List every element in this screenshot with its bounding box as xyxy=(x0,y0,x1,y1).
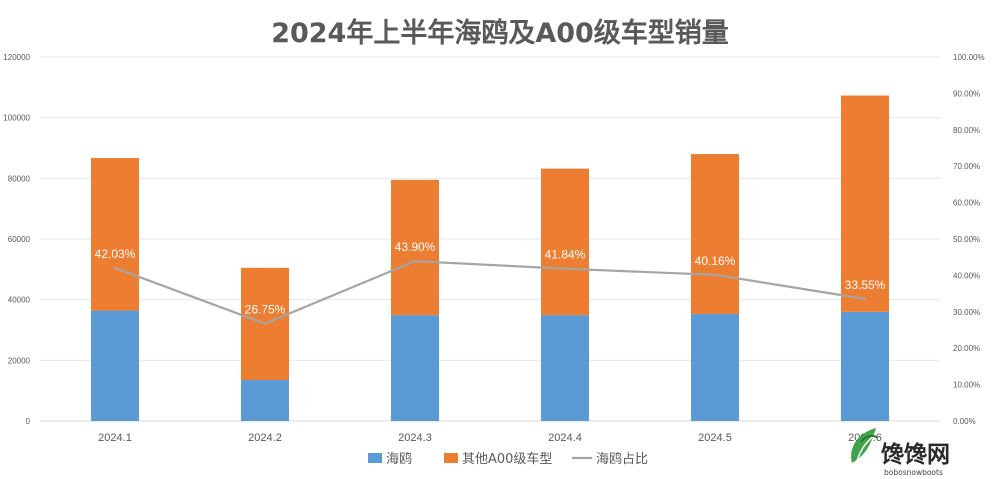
share-line-point xyxy=(263,322,267,325)
watermark-name: 馋馋网 xyxy=(880,442,950,468)
right-tick-label: 20.00% xyxy=(953,344,980,353)
right-tick-label: 70.00% xyxy=(953,162,980,171)
bar-haiou xyxy=(391,315,439,421)
bars xyxy=(91,95,889,421)
share-data-label: 43.90% xyxy=(395,240,436,254)
bar-haiou xyxy=(841,311,889,421)
bar-other-a00 xyxy=(691,154,739,314)
x-tick-label: 2024.2 xyxy=(248,432,282,444)
right-tick-label: 60.00% xyxy=(953,199,980,208)
share-data-label: 40.16% xyxy=(695,254,736,268)
right-tick-label: 30.00% xyxy=(953,308,980,317)
x-tick-label: 2024.5 xyxy=(698,432,732,444)
legend-swatch xyxy=(368,453,382,463)
left-tick-label: 20000 xyxy=(8,356,31,365)
left-tick-label: 80000 xyxy=(8,174,31,183)
data-labels: 42.03% 26.75% 43.90% 41.84% 40.16% 33.55% xyxy=(95,240,886,316)
chart-title: 2024年上半年海鸥及A00级车型销量 xyxy=(271,17,729,49)
share-data-label: 26.75% xyxy=(245,303,286,317)
bar-other-a00 xyxy=(391,179,439,316)
bar-other-a00 xyxy=(91,158,139,311)
legend-swatch xyxy=(444,453,458,463)
right-tick-label: 0.00% xyxy=(953,417,976,426)
right-tick-label: 90.00% xyxy=(953,89,980,98)
left-tick-label: 60000 xyxy=(8,235,31,244)
bar-other-a00 xyxy=(541,168,589,316)
right-tick-label: 80.00% xyxy=(953,126,980,135)
share-line xyxy=(113,260,867,325)
legend-label: 海鸥 xyxy=(386,451,412,467)
left-tick-label: 40000 xyxy=(8,296,31,305)
share-data-label: 33.55% xyxy=(845,278,886,292)
left-tick-label: 0 xyxy=(26,417,31,426)
watermark-sub: bobosnowboots xyxy=(884,468,943,477)
x-tick-label: 2024.1 xyxy=(98,432,132,444)
right-tick-label: 10.00% xyxy=(953,381,980,390)
legend-label: 其他A00级车型 xyxy=(462,451,552,467)
legend: 海鸥 其他A00级车型 海鸥占比 xyxy=(368,451,648,467)
bar-haiou xyxy=(241,380,289,421)
right-tick-label: 40.00% xyxy=(953,271,980,280)
left-tick-label: 100000 xyxy=(3,114,30,123)
gridlines xyxy=(40,56,940,361)
bar-haiou xyxy=(91,310,139,421)
left-tick-label: 120000 xyxy=(3,53,30,62)
bar-haiou xyxy=(541,315,589,421)
right-tick-label: 100.00% xyxy=(953,53,985,62)
share-data-label: 42.03% xyxy=(95,247,136,261)
share-line-point xyxy=(863,297,867,301)
bar-haiou xyxy=(691,313,739,421)
right-tick-label: 50.00% xyxy=(953,235,980,244)
x-tick-label: 2024.3 xyxy=(398,432,432,444)
share-line-path xyxy=(114,260,866,325)
share-line-point xyxy=(713,273,717,277)
left-axis-ticks: 0 20000 40000 60000 80000 100000 120000 xyxy=(3,53,30,426)
right-axis-ticks: 0.00% 10.00% 20.00% 30.00% 40.00% 50.00% 60.00… xyxy=(953,53,985,426)
share-line-point xyxy=(413,260,417,263)
bar-other-a00 xyxy=(841,95,889,312)
share-line-point xyxy=(113,266,117,270)
leaf-logo-icon xyxy=(851,428,879,463)
share-line-point xyxy=(563,267,567,270)
share-data-label: 41.84% xyxy=(545,248,586,262)
legend-label: 海鸥占比 xyxy=(596,451,648,467)
x-tick-label: 2024.4 xyxy=(548,432,582,444)
watermark: 馋馋网 bobosnowboots xyxy=(851,428,950,477)
